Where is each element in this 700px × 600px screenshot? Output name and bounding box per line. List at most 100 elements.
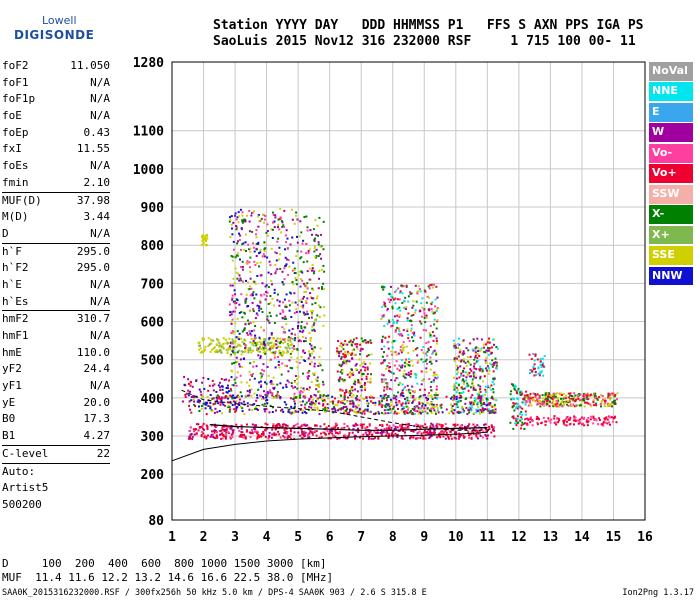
echo-point (527, 397, 530, 400)
echo-point (403, 369, 406, 372)
echo-point (432, 380, 435, 383)
echo-point (492, 378, 495, 381)
echo-point (484, 388, 487, 391)
echo-point (606, 418, 609, 421)
echo-point (246, 423, 248, 426)
echo-point (264, 298, 267, 301)
echo-point (187, 394, 190, 397)
echo-point (480, 409, 483, 412)
echo-point (188, 437, 190, 440)
echo-point (554, 395, 557, 398)
echo-point (583, 424, 586, 427)
echo-point (277, 237, 280, 240)
echo-point (252, 340, 255, 343)
echo-point (436, 407, 439, 410)
echo-point (316, 379, 319, 382)
echo-point (417, 412, 420, 415)
echo-point (452, 339, 455, 342)
echo-point (256, 343, 259, 345)
echo-point (478, 429, 481, 432)
echo-point (278, 366, 281, 369)
echo-point (249, 332, 252, 335)
echo-point (406, 384, 409, 387)
echo-point (386, 341, 389, 344)
echo-point (539, 402, 542, 405)
echo-point (267, 338, 270, 341)
echo-point (372, 396, 375, 399)
echo-point (291, 346, 294, 349)
echo-point (269, 381, 272, 384)
echo-point (390, 285, 392, 288)
echo-point (316, 408, 319, 411)
echo-point (237, 349, 240, 352)
echo-point (187, 389, 190, 392)
echo-point (381, 315, 384, 317)
echo-point (200, 244, 203, 247)
echo-point (238, 303, 241, 306)
echo-point (379, 431, 382, 434)
param-row: C-level 22 (2, 446, 110, 463)
echo-point (354, 396, 357, 399)
echo-point (375, 431, 378, 434)
param-key: fmin (2, 175, 29, 189)
echo-point (223, 429, 226, 432)
echo-point (590, 415, 593, 418)
echo-point (401, 426, 403, 429)
echo-point (270, 333, 273, 336)
echo-point (254, 325, 257, 327)
echo-point (404, 308, 407, 311)
echo-point (295, 396, 298, 399)
echo-point (305, 252, 308, 255)
echo-point (290, 343, 293, 346)
echo-point (495, 361, 498, 364)
y-tick-label: 80 (148, 514, 164, 529)
echo-point (379, 424, 381, 427)
echo-point (226, 397, 229, 400)
echo-point (390, 399, 393, 402)
echo-point (318, 269, 321, 272)
echo-point (411, 332, 414, 335)
param-key: foEp (2, 125, 29, 139)
param-key: B0 (2, 412, 16, 426)
echo-point (451, 406, 453, 409)
echo-point (467, 384, 470, 387)
echo-point (254, 338, 256, 341)
echo-point (364, 386, 367, 389)
echo-point (566, 400, 569, 403)
echo-point (199, 351, 202, 354)
echo-point (345, 410, 348, 412)
echo-point (359, 382, 362, 385)
echo-point (466, 382, 469, 385)
echo-point (572, 398, 575, 401)
echo-point (307, 357, 310, 360)
echo-point (240, 424, 243, 427)
echo-point (393, 412, 396, 415)
echo-point (479, 375, 482, 378)
echo-point (315, 233, 318, 236)
echo-point (303, 291, 306, 293)
echo-point (362, 433, 365, 436)
echo-point (420, 302, 423, 305)
echo-point (256, 275, 259, 277)
echo-point (462, 352, 465, 355)
echo-point (248, 394, 251, 397)
echo-point (495, 364, 498, 367)
echo-point (429, 368, 432, 371)
echo-point (396, 321, 398, 324)
echo-point (397, 412, 400, 415)
echo-point (514, 402, 517, 405)
echo-point (316, 314, 319, 317)
echo-point (304, 285, 307, 288)
echo-point (342, 353, 345, 356)
echo-point (354, 408, 357, 410)
echo-point (402, 347, 404, 350)
echo-point (476, 437, 479, 440)
echo-point (291, 350, 294, 353)
echo-point (311, 325, 314, 328)
echo-point (384, 302, 386, 305)
echo-point (518, 393, 521, 395)
echo-point (295, 347, 298, 350)
echo-point (358, 399, 361, 402)
echo-point (395, 289, 398, 292)
echo-point (225, 387, 228, 389)
